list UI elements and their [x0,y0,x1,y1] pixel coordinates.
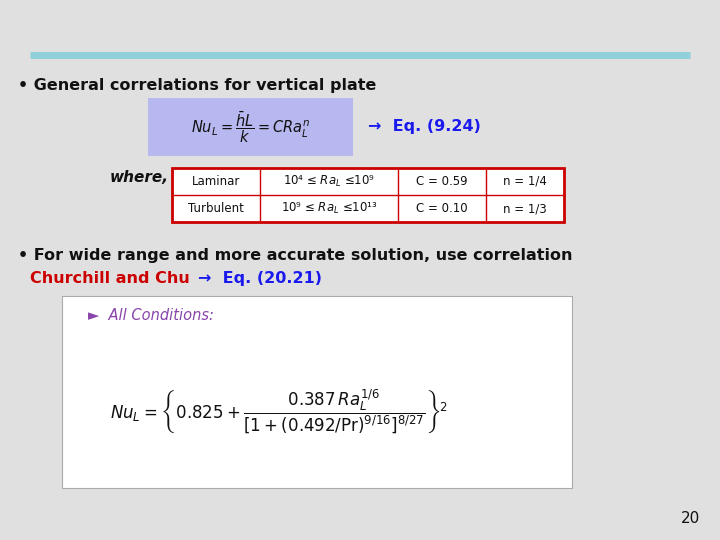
Text: $Nu_L = \dfrac{\bar{h}L}{k} = CRa_L^n$: $Nu_L = \dfrac{\bar{h}L}{k} = CRa_L^n$ [191,109,310,145]
Text: • For wide range and more accurate solution, use correlation: • For wide range and more accurate solut… [18,248,572,263]
Text: ►  All Conditions:: ► All Conditions: [88,308,214,323]
Text: n = 1/4: n = 1/4 [503,175,547,188]
Text: Churchill and Chu: Churchill and Chu [30,271,190,286]
Text: →  Eq. (20.21): → Eq. (20.21) [198,271,322,286]
Bar [62,296,572,488]
Text: 20: 20 [680,511,700,526]
Text: $Nu_L = \left\{0.825 + \dfrac{0.387\,Ra_L^{1/6}}{\left[1+\left(0.492/\mathrm{Pr}: $Nu_L = \left\{0.825 + \dfrac{0.387\,Ra_… [110,388,448,436]
Bar [172,168,564,222]
Text: Laminar: Laminar [192,175,240,188]
Bar [172,168,564,222]
Text: Turbulent: Turbulent [188,202,244,215]
Text: where,: where, [110,170,169,185]
Bar [148,98,353,156]
Text: • General correlations for vertical plate: • General correlations for vertical plat… [18,78,377,93]
Text: 10⁴ ≤ $Ra_L$ ≤10⁹: 10⁴ ≤ $Ra_L$ ≤10⁹ [283,174,375,189]
Text: 10⁹ ≤ $Ra_L$ ≤10¹³: 10⁹ ≤ $Ra_L$ ≤10¹³ [281,201,377,216]
Text: C = 0.10: C = 0.10 [416,202,468,215]
Text: →  Eq. (9.24): → Eq. (9.24) [368,119,481,134]
Text: C = 0.59: C = 0.59 [416,175,468,188]
Text: n = 1/3: n = 1/3 [503,202,547,215]
